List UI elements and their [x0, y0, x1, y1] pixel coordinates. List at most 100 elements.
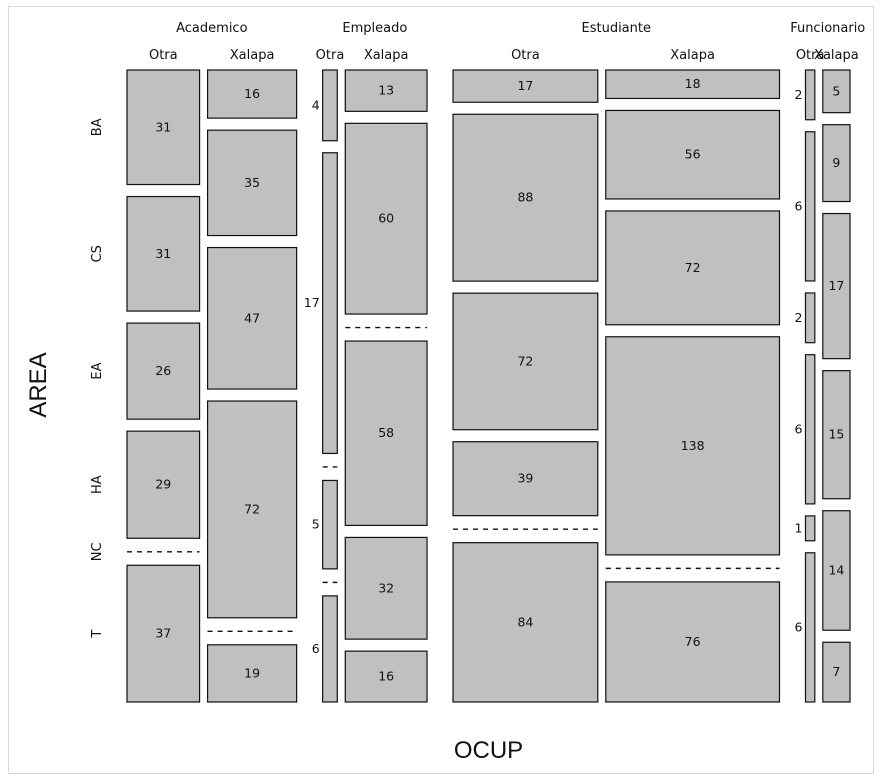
- residence-header-empleado-otra: Otra: [316, 48, 345, 63]
- cell-academico-xalapa-cs: [206, 129, 298, 237]
- count-label-estudiante-xalapa-ba: 18: [685, 76, 701, 91]
- x-axis-title: OCUP: [454, 737, 523, 764]
- ocup-header-empleado: Empleado: [342, 21, 407, 36]
- count-label-funcionario-xalapa-nc: 14: [828, 562, 844, 577]
- area-label-ba: BA: [90, 118, 105, 136]
- cell-estudiante-xalapa-ea: [605, 210, 781, 326]
- cell-estudiante-xalapa-cs: [605, 109, 781, 200]
- cell-empleado-otra-cs: [322, 152, 338, 455]
- cell-estudiante-otra-t: [452, 542, 599, 703]
- y-axis-title: AREA: [25, 352, 52, 417]
- cell-estudiante-xalapa-t: [605, 581, 781, 703]
- cell-empleado-xalapa-ba: [344, 69, 428, 112]
- residence-header-estudiante-xalapa: Xalapa: [670, 48, 715, 63]
- ocup-header-estudiante: Estudiante: [582, 21, 652, 36]
- area-label-nc: NC: [90, 542, 105, 561]
- count-label-funcionario-otra-ha: 6: [795, 421, 803, 436]
- count-label-empleado-otra-ha: 5: [312, 517, 320, 532]
- count-label-academico-xalapa-t: 19: [244, 665, 260, 680]
- cell-funcionario-otra-cs: [804, 131, 816, 282]
- count-label-estudiante-otra-ha: 39: [517, 471, 533, 486]
- count-label-funcionario-xalapa-ha: 15: [828, 427, 844, 442]
- count-label-funcionario-otra-ba: 2: [795, 87, 803, 102]
- cell-empleado-otra-ba: [322, 69, 338, 142]
- count-label-empleado-otra-cs: 17: [304, 295, 320, 310]
- count-label-estudiante-xalapa-t: 76: [685, 634, 701, 649]
- count-label-estudiante-xalapa-cs: 56: [685, 147, 701, 162]
- count-label-empleado-otra-ba: 4: [312, 97, 320, 112]
- ocup-header-funcionario: Funcionario: [790, 21, 865, 36]
- cell-academico-otra-ha: [126, 430, 201, 539]
- count-label-empleado-xalapa-cs: 60: [378, 211, 394, 226]
- cell-funcionario-xalapa-ba: [822, 69, 851, 114]
- cell-estudiante-otra-ba: [452, 69, 599, 103]
- cell-empleado-xalapa-nc: [344, 536, 428, 640]
- cell-funcionario-xalapa-cs: [822, 124, 851, 203]
- residence-header-estudiante-otra: Otra: [511, 48, 540, 63]
- count-label-funcionario-otra-t: 6: [795, 619, 803, 634]
- cell-funcionario-xalapa-ha: [822, 370, 851, 500]
- cell-estudiante-xalapa-ha: [605, 336, 781, 556]
- count-label-empleado-xalapa-nc: 32: [378, 580, 394, 595]
- cell-academico-xalapa-t: [206, 644, 298, 703]
- cell-funcionario-xalapa-ea: [822, 212, 851, 360]
- residence-header-academico-xalapa: Xalapa: [230, 48, 275, 63]
- cell-empleado-xalapa-t: [344, 650, 428, 703]
- count-label-funcionario-xalapa-ea: 17: [828, 278, 844, 293]
- residence-header-academico-otra: Otra: [149, 48, 178, 63]
- count-label-estudiante-otra-ea: 72: [517, 353, 533, 368]
- cell-funcionario-otra-ea: [804, 292, 816, 344]
- cell-funcionario-xalapa-t: [822, 641, 851, 703]
- count-label-funcionario-otra-ea: 2: [795, 310, 803, 325]
- count-label-academico-xalapa-ea: 47: [244, 310, 260, 325]
- cell-estudiante-otra-cs: [452, 113, 599, 282]
- area-label-ha: HA: [90, 475, 105, 494]
- area-label-cs: CS: [90, 245, 105, 262]
- count-label-funcionario-otra-cs: 6: [795, 198, 803, 213]
- cell-academico-xalapa-ba: [206, 69, 298, 119]
- cell-estudiante-xalapa-ba: [605, 69, 781, 100]
- count-label-academico-xalapa-ha: 72: [244, 501, 260, 516]
- count-label-academico-otra-cs: 31: [155, 246, 171, 261]
- cell-estudiante-otra-ha: [452, 441, 599, 517]
- count-label-estudiante-otra-ba: 17: [517, 78, 533, 93]
- count-label-estudiante-xalapa-ea: 72: [685, 260, 701, 275]
- count-label-academico-otra-ha: 29: [155, 477, 171, 492]
- cell-academico-otra-ea: [126, 322, 201, 420]
- cell-academico-otra-cs: [126, 195, 201, 312]
- residence-header-funcionario-xalapa: Xalapa: [814, 48, 859, 63]
- cell-empleado-otra-t: [322, 595, 338, 703]
- cell-funcionario-otra-nc: [804, 515, 816, 542]
- cell-funcionario-xalapa-nc: [822, 510, 851, 631]
- count-label-empleado-xalapa-ha: 58: [378, 425, 394, 440]
- count-label-estudiante-otra-cs: 88: [517, 190, 533, 205]
- count-label-funcionario-otra-nc: 1: [795, 520, 803, 535]
- count-label-estudiante-xalapa-ha: 138: [681, 438, 705, 453]
- count-label-academico-otra-ea: 26: [155, 363, 171, 378]
- cell-estudiante-otra-ea: [452, 292, 599, 431]
- area-label-ea: EA: [90, 362, 105, 379]
- cell-academico-otra-ba: [126, 69, 201, 186]
- cell-academico-xalapa-ea: [206, 246, 298, 390]
- count-label-funcionario-xalapa-t: 7: [832, 664, 840, 679]
- count-label-funcionario-xalapa-ba: 5: [832, 83, 840, 98]
- residence-header-empleado-xalapa: Xalapa: [364, 48, 409, 63]
- count-label-empleado-xalapa-t: 16: [378, 669, 394, 684]
- area-label-t: T: [90, 630, 105, 639]
- cell-funcionario-otra-ha: [804, 354, 816, 505]
- count-label-empleado-otra-t: 6: [312, 641, 320, 656]
- residence-header-funcionario-otra: Otra: [796, 48, 825, 63]
- cell-academico-otra-t: [126, 564, 201, 703]
- count-label-empleado-xalapa-ba: 13: [378, 83, 394, 98]
- cell-academico-xalapa-ha: [206, 400, 298, 619]
- cell-empleado-xalapa-cs: [344, 122, 428, 315]
- count-label-academico-otra-ba: 31: [155, 119, 171, 134]
- count-label-funcionario-xalapa-cs: 9: [832, 155, 840, 170]
- cell-empleado-xalapa-ha: [344, 340, 428, 527]
- cell-empleado-otra-ha: [322, 479, 338, 570]
- cell-funcionario-otra-t: [804, 552, 816, 703]
- count-label-estudiante-otra-t: 84: [517, 614, 533, 629]
- ocup-header-academico: Academico: [176, 21, 247, 36]
- chart-frame: [8, 6, 874, 774]
